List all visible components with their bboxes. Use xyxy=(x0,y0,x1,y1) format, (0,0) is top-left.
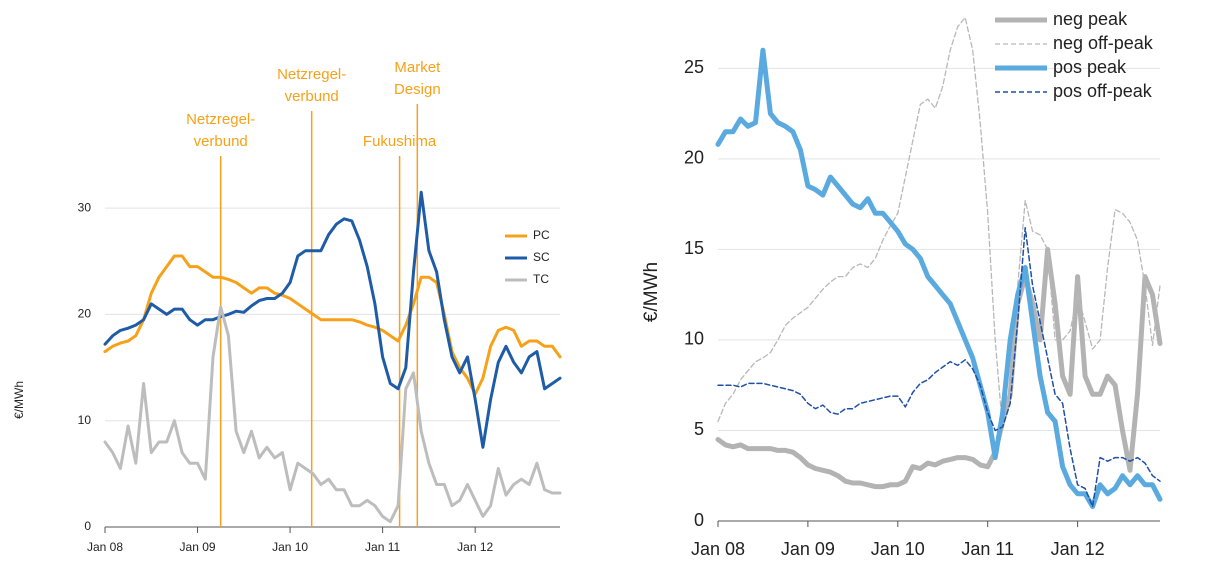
x-tick-label: Jan 10 xyxy=(272,540,308,554)
x-tick-label: Jan 11 xyxy=(365,540,400,554)
x-tick-label: Jan 08 xyxy=(87,540,123,554)
annotation-text: Netzregel- xyxy=(186,111,255,128)
legend-label: neg off-peak xyxy=(1053,33,1154,53)
legend-label: TC xyxy=(533,272,549,286)
annotation-text: verbund xyxy=(285,88,339,105)
line-series xyxy=(103,254,562,396)
line-series xyxy=(717,226,1161,508)
y-tick-label: 10 xyxy=(684,329,704,349)
y-tick-label: 20 xyxy=(684,148,704,168)
legend-label: neg peak xyxy=(1053,9,1128,29)
y-axis-label: €/MWh xyxy=(12,381,26,419)
annotation-text: verbund xyxy=(194,133,248,150)
annotation-text: Netzregel- xyxy=(277,66,346,83)
y-tick-label: 25 xyxy=(684,57,704,77)
y-tick-label: 15 xyxy=(684,238,704,258)
x-tick-label: Jan 08 xyxy=(691,539,745,559)
y-axis-label: €/MWh xyxy=(641,262,662,322)
line-series xyxy=(715,47,1163,509)
x-tick-label: Jan 12 xyxy=(1051,539,1105,559)
x-tick-label: Jan 10 xyxy=(871,539,925,559)
legend-label: SC xyxy=(533,250,550,264)
x-tick-label: Jan 11 xyxy=(961,539,1014,559)
y-tick-label: 5 xyxy=(694,419,704,439)
annotation-text: Fukushima xyxy=(363,133,437,150)
annotation-text: Market xyxy=(394,59,441,76)
y-tick-label: 20 xyxy=(78,307,92,321)
line-series xyxy=(103,190,562,449)
legend-label: PC xyxy=(533,228,550,242)
y-tick-label: 10 xyxy=(78,413,92,427)
y-tick-label: 0 xyxy=(694,510,704,530)
line-series xyxy=(103,305,562,524)
annotation-text: Design xyxy=(394,81,441,98)
y-tick-label: 0 xyxy=(84,519,91,533)
legend-label: pos peak xyxy=(1053,57,1127,77)
legend-label: pos off-peak xyxy=(1053,81,1153,101)
y-tick-label: 30 xyxy=(78,200,92,214)
x-tick-label: Jan 09 xyxy=(781,539,835,559)
x-tick-label: Jan 09 xyxy=(180,540,216,554)
line-series xyxy=(717,16,1161,432)
x-tick-label: Jan 12 xyxy=(457,540,493,554)
line-series xyxy=(715,246,1163,490)
